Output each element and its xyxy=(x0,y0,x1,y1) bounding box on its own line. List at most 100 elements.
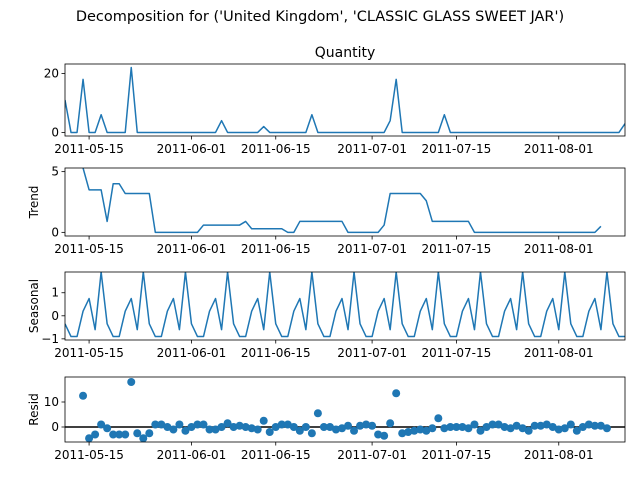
resid-point xyxy=(127,378,136,386)
resid-point xyxy=(548,423,557,431)
resid-point xyxy=(572,426,581,435)
resid-point xyxy=(295,426,304,435)
resid-point xyxy=(404,428,413,436)
resid-point xyxy=(506,424,515,433)
resid-point xyxy=(217,423,226,431)
resid-point xyxy=(488,420,497,429)
seasonal-xtick-label: 2011-06-15 xyxy=(241,346,311,360)
trend-ytick-label: 5 xyxy=(51,165,59,179)
resid-point xyxy=(356,421,365,430)
resid-point xyxy=(163,423,172,431)
seasonal-ylabel: Seasonal xyxy=(27,279,41,333)
trend-ytick-label: 0 xyxy=(51,225,59,239)
trend-xtick-label: 2011-06-15 xyxy=(241,242,311,256)
resid-point xyxy=(289,423,298,431)
resid-point xyxy=(560,424,569,433)
seasonal-xtick-label: 2011-07-01 xyxy=(337,346,407,360)
resid-point xyxy=(524,426,533,435)
resid-point xyxy=(374,430,383,439)
resid-point xyxy=(440,424,449,433)
resid-point xyxy=(157,420,166,429)
resid-point xyxy=(452,423,461,431)
resid-point xyxy=(241,423,250,431)
resid-point xyxy=(259,416,268,425)
resid-ytick-label: 0 xyxy=(51,420,59,434)
resid-point xyxy=(392,389,401,398)
trend-xtick-label: 2011-06-01 xyxy=(157,242,227,256)
quantity-title: Quantity xyxy=(315,45,376,61)
resid-point xyxy=(337,424,346,433)
resid-point xyxy=(109,430,118,439)
resid-xtick-label: 2011-06-15 xyxy=(241,448,311,462)
resid-point xyxy=(428,424,437,433)
resid-point xyxy=(578,423,587,431)
quantity-xtick-label: 2011-06-15 xyxy=(241,142,311,156)
resid-point xyxy=(422,426,431,435)
resid-point xyxy=(362,420,371,429)
resid-point xyxy=(512,421,521,430)
resid-point xyxy=(536,421,545,430)
resid-point xyxy=(97,420,106,429)
resid-point xyxy=(91,430,100,439)
resid-point xyxy=(175,420,184,429)
resid-point xyxy=(301,423,310,431)
resid-ylabel: Resid xyxy=(27,393,41,425)
resid-point xyxy=(121,430,130,439)
resid-point xyxy=(235,421,244,430)
quantity-axes-frame xyxy=(64,63,626,137)
trend-xtick-label: 2011-07-15 xyxy=(422,242,492,256)
seasonal-line xyxy=(65,272,625,338)
quantity-ytick-label: 20 xyxy=(44,66,59,80)
seasonal-axes-frame xyxy=(64,271,626,341)
resid-ytick-label: 10 xyxy=(44,395,59,409)
resid-point xyxy=(458,423,467,431)
resid-point xyxy=(205,425,214,434)
resid-point xyxy=(386,419,395,428)
trend-axes-frame xyxy=(64,167,626,237)
figure-title: Decomposition for ('United Kingdom', 'CL… xyxy=(76,9,564,25)
resid-point xyxy=(398,429,407,438)
quantity-xtick-label: 2011-07-01 xyxy=(337,142,407,156)
seasonal-xtick-label: 2011-05-15 xyxy=(54,346,124,360)
resid-point xyxy=(181,426,190,435)
resid-point xyxy=(277,420,286,429)
resid-point xyxy=(380,431,389,440)
resid-point xyxy=(350,426,359,435)
resid-point xyxy=(139,434,148,442)
resid-xtick-label: 2011-06-01 xyxy=(157,448,227,462)
resid-point xyxy=(542,420,551,429)
resid-point xyxy=(590,421,599,430)
resid-point xyxy=(187,423,196,431)
trend-xtick-label: 2011-07-01 xyxy=(337,242,407,256)
resid-point xyxy=(494,420,503,429)
resid-point xyxy=(344,421,353,430)
resid-axes-frame xyxy=(64,376,626,443)
seasonal-ytick-label: 0 xyxy=(51,309,59,323)
resid-xtick-label: 2011-05-15 xyxy=(54,448,124,462)
quantity-ytick-label: 0 xyxy=(51,125,59,139)
resid-point xyxy=(530,421,539,430)
resid-point xyxy=(602,424,611,433)
seasonal-ytick-label: −1 xyxy=(41,332,59,346)
resid-point xyxy=(319,423,328,431)
seasonal-xtick-label: 2011-08-01 xyxy=(524,346,594,360)
resid-point xyxy=(584,420,593,429)
quantity-xtick-label: 2011-08-01 xyxy=(524,142,594,156)
resid-point xyxy=(115,430,124,439)
resid-xtick-label: 2011-07-15 xyxy=(422,448,492,462)
resid-point xyxy=(470,420,479,429)
trend-line xyxy=(82,168,602,234)
resid-point xyxy=(307,429,316,438)
resid-xtick-label: 2011-08-01 xyxy=(524,448,594,462)
resid-point xyxy=(229,423,238,431)
resid-point xyxy=(596,421,605,430)
resid-point xyxy=(331,425,340,434)
resid-point xyxy=(500,423,509,431)
resid-xtick-label: 2011-07-01 xyxy=(337,448,407,462)
resid-point xyxy=(151,420,160,429)
resid-point xyxy=(247,424,256,433)
resid-point xyxy=(145,429,154,438)
resid-point xyxy=(253,425,262,434)
resid-point xyxy=(265,428,274,436)
